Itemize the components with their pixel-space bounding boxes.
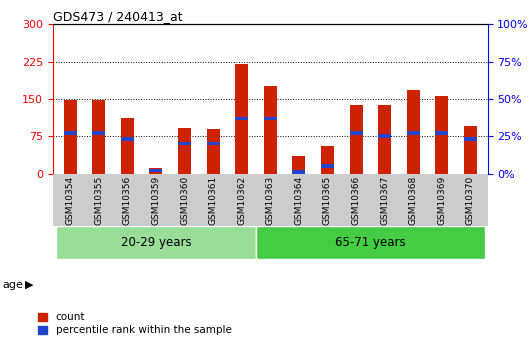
Bar: [350, 131, 363, 135]
Bar: [235, 117, 248, 120]
Bar: [293, 170, 305, 174]
Bar: [321, 146, 334, 174]
Text: GDS473 / 240413_at: GDS473 / 240413_at: [53, 10, 183, 23]
Bar: [321, 164, 334, 168]
Text: GSM10366: GSM10366: [351, 176, 360, 225]
Text: GSM10360: GSM10360: [180, 176, 189, 225]
Bar: [436, 96, 448, 174]
Bar: [121, 118, 134, 174]
Text: GSM10364: GSM10364: [294, 176, 303, 225]
Bar: [407, 90, 420, 174]
Bar: [178, 128, 191, 174]
Bar: [64, 100, 77, 174]
Bar: [350, 105, 363, 174]
Text: GSM10365: GSM10365: [323, 176, 332, 225]
Text: GSM10363: GSM10363: [266, 176, 275, 225]
Bar: [264, 117, 277, 120]
Bar: [464, 137, 477, 141]
Bar: [207, 142, 219, 146]
Text: GSM10359: GSM10359: [152, 176, 161, 225]
Bar: [256, 226, 485, 259]
Bar: [92, 100, 105, 174]
Bar: [178, 142, 191, 146]
Text: age: age: [3, 280, 23, 289]
Bar: [92, 131, 105, 135]
Text: GSM10369: GSM10369: [437, 176, 446, 225]
Bar: [207, 129, 219, 174]
Text: GSM10370: GSM10370: [466, 176, 475, 225]
Text: GSM10367: GSM10367: [380, 176, 389, 225]
Bar: [149, 168, 162, 174]
Text: GSM10354: GSM10354: [66, 176, 75, 225]
Bar: [407, 131, 420, 135]
Bar: [378, 105, 391, 174]
Bar: [264, 86, 277, 174]
Text: GSM10362: GSM10362: [237, 176, 246, 225]
Bar: [56, 226, 256, 259]
Text: GSM10355: GSM10355: [94, 176, 103, 225]
Text: GSM10356: GSM10356: [123, 176, 132, 225]
Text: GSM10361: GSM10361: [209, 176, 218, 225]
Bar: [149, 169, 162, 172]
Bar: [64, 131, 77, 135]
Bar: [235, 64, 248, 174]
Text: 65-71 years: 65-71 years: [335, 236, 405, 249]
Bar: [378, 135, 391, 138]
Text: ▶: ▶: [25, 280, 33, 289]
Text: 20-29 years: 20-29 years: [121, 236, 191, 249]
Bar: [121, 137, 134, 141]
Bar: [436, 131, 448, 135]
Bar: [464, 126, 477, 174]
Text: GSM10368: GSM10368: [409, 176, 418, 225]
Bar: [293, 156, 305, 174]
Legend: count, percentile rank within the sample: count, percentile rank within the sample: [37, 311, 233, 336]
